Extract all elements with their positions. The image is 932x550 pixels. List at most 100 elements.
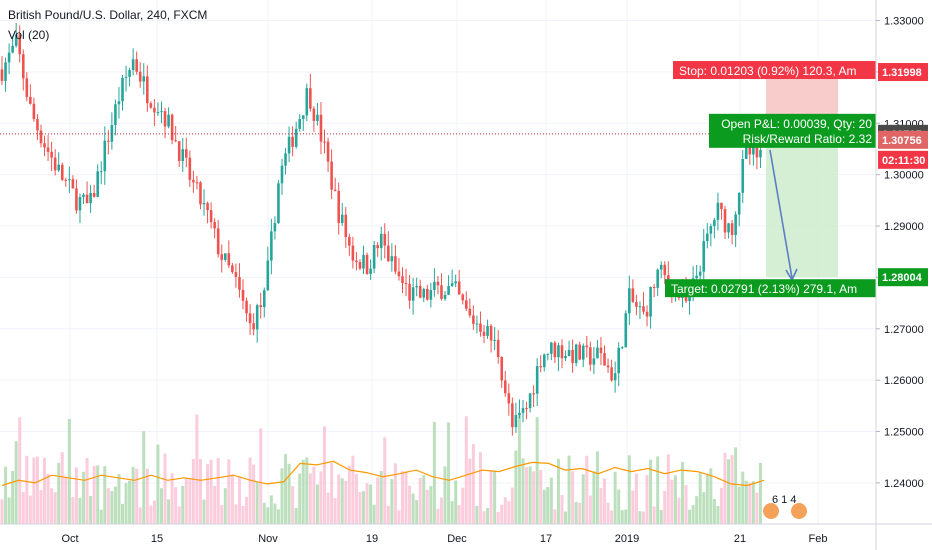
volume-bar: [716, 506, 720, 524]
volume-bar: [92, 465, 96, 524]
volume-bar: [454, 480, 458, 524]
candle-body: [216, 228, 220, 255]
candle-body: [64, 179, 68, 181]
volume-bar: [135, 468, 139, 524]
volume-bar: [206, 463, 210, 524]
volume-bar: [113, 486, 117, 524]
bar-timer-tag: 02:11:30: [878, 150, 928, 169]
y-tick-label: 1.26000: [884, 375, 924, 387]
event-flag-icon[interactable]: [763, 503, 779, 519]
volume-bar: [482, 511, 486, 524]
volume-bar: [106, 488, 110, 524]
target-price-tag-text: 1.28004: [882, 272, 923, 284]
volume-bar: [347, 465, 351, 524]
volume-bar: [461, 487, 465, 524]
candle-body: [213, 222, 216, 229]
volume-bar: [315, 484, 319, 524]
volume-bar: [610, 510, 614, 524]
bar-timer-tag-text: 02:11:30: [882, 155, 925, 167]
volume-bar: [35, 456, 39, 524]
candle-body: [744, 142, 748, 160]
volume-bar: [7, 497, 11, 524]
candle-body: [408, 284, 411, 301]
volume-bar: [592, 471, 596, 524]
candle-body: [181, 149, 185, 162]
volume-bar: [121, 503, 125, 524]
candle-body: [376, 245, 379, 249]
candle-body: [82, 194, 85, 198]
candle-body: [546, 353, 550, 355]
event-flag-icon[interactable]: [791, 503, 807, 519]
volume-bar: [397, 510, 401, 524]
candle-body: [528, 393, 532, 409]
volume-bar: [284, 454, 288, 524]
volume-bar: [698, 472, 702, 524]
candle-body: [135, 59, 138, 72]
candle-body: [252, 323, 255, 330]
volume-bar: [486, 507, 490, 524]
volume-bar: [606, 502, 610, 524]
volume-bar: [408, 485, 412, 524]
candle-body: [496, 339, 500, 358]
candle-body: [277, 183, 280, 224]
volume-bar: [195, 414, 199, 524]
event-markers[interactable]: 6 1 4: [763, 494, 807, 519]
entry-price-tag: 1.30756: [878, 130, 928, 149]
stop-label-text: Stop: 0.01203 (0.92%) 120.3, Am: [679, 64, 856, 78]
candle-body: [333, 189, 337, 191]
candle-body: [730, 223, 734, 236]
volume-bar: [627, 455, 631, 524]
target-label[interactable]: Target: 0.02791 (2.13%) 279.1, Am: [665, 279, 876, 298]
candle-body: [482, 331, 486, 336]
volume-bar: [330, 463, 334, 524]
candle-body: [649, 286, 652, 317]
candle-body: [454, 281, 457, 284]
candle-body: [188, 157, 192, 180]
volume-bar: [99, 509, 103, 524]
candle-body: [57, 164, 61, 171]
volume-bar: [673, 475, 677, 524]
candle-body: [199, 182, 202, 205]
volume-bar: [542, 489, 546, 524]
position-zones[interactable]: [766, 72, 838, 278]
stop-label[interactable]: Stop: 0.01203 (0.92%) 120.3, Am: [673, 61, 876, 80]
candle-body: [514, 415, 518, 428]
candle-body: [567, 349, 571, 356]
candle-body: [53, 157, 57, 171]
candle-body: [397, 271, 401, 277]
target-zone[interactable]: [766, 135, 838, 278]
candle-body: [202, 203, 206, 205]
volume-bar: [291, 486, 295, 524]
volume-bar: [666, 454, 670, 524]
candle-body: [620, 347, 624, 349]
candle-body: [464, 300, 468, 309]
volume-indicator-label[interactable]: Vol (20): [8, 28, 50, 42]
rr-ratio-text: Risk/Reward Ratio: 2.32: [743, 132, 873, 146]
candle-body: [146, 76, 149, 104]
target-label-bg: [665, 279, 876, 298]
candle-body: [557, 345, 560, 358]
candle-body: [323, 141, 326, 143]
candle-body: [752, 145, 755, 155]
volume-bar: [248, 457, 252, 524]
candle-body: [365, 254, 369, 275]
volume-bar: [727, 459, 731, 524]
candle-body: [748, 142, 752, 155]
position-overlay[interactable]: Stop: 0.01203 (0.92%) 120.3, Am Target: 0…: [0, 61, 876, 519]
x-tick-label: 17: [540, 533, 552, 545]
candle-body: [142, 76, 146, 82]
candle-body: [511, 403, 514, 428]
volume-ma-path: [1, 460, 765, 487]
volume-bar: [595, 451, 599, 524]
candle-body: [564, 355, 567, 359]
candle-body: [0, 69, 4, 81]
x-tick-label: Oct: [61, 533, 78, 545]
stop-price-tag-text: 1.31998: [882, 67, 922, 79]
volume-bar: [319, 471, 323, 524]
entry-price-tag-text: 1.30756: [882, 135, 922, 147]
candle-body: [316, 114, 319, 121]
volume-bar: [46, 473, 50, 524]
volume-bar: [617, 489, 621, 524]
